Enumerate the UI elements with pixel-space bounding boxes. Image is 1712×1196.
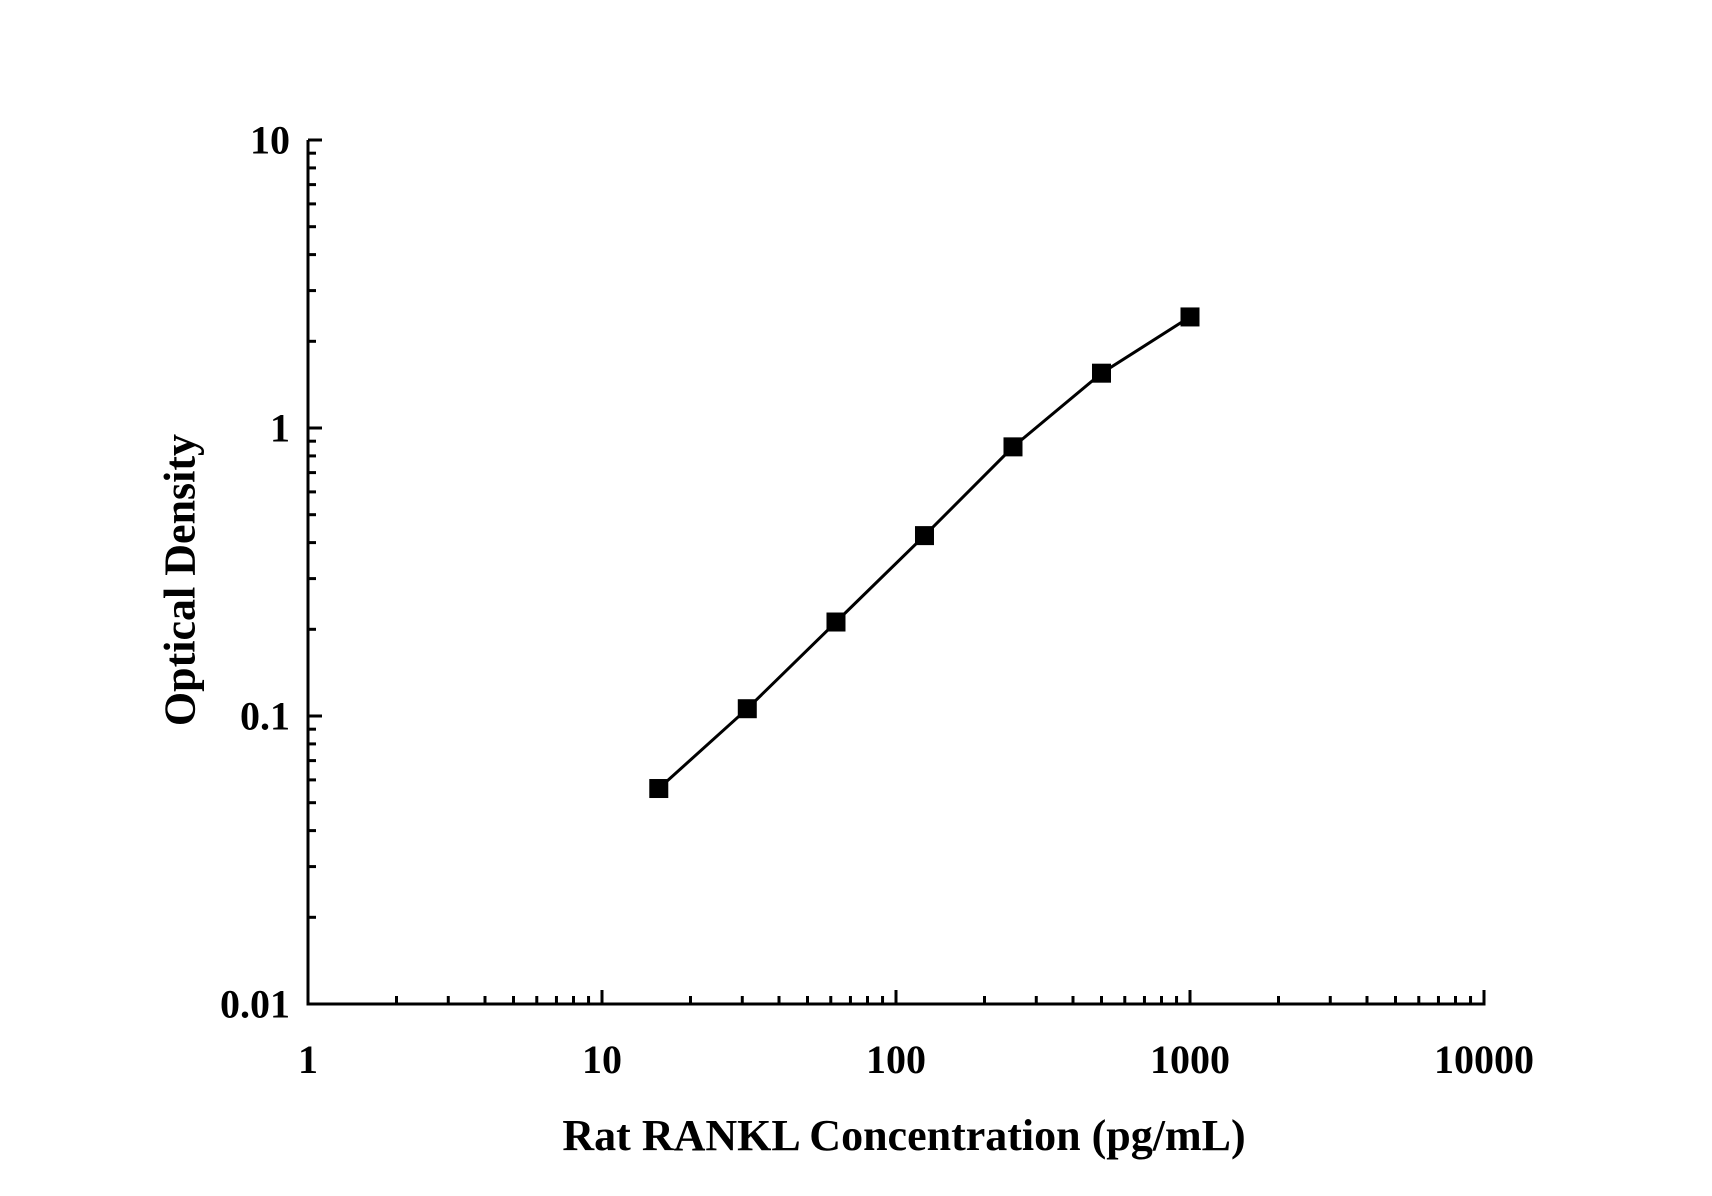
x-tick-label: 100 (866, 1037, 926, 1082)
y-tick-label: 10 (250, 118, 290, 163)
x-axis-title: Rat RANKL Concentration (pg/mL) (562, 1111, 1245, 1160)
data-point (1180, 307, 1200, 327)
x-tick-label: 10000 (1434, 1037, 1534, 1082)
y-tick-label: 0.1 (240, 694, 290, 739)
y-axis-ticks (308, 138, 322, 1006)
data-point (649, 779, 669, 799)
x-tick-label: 1000 (1150, 1037, 1230, 1082)
axes: 1 10 100 1000 10000 0.01 0.1 1 10 (220, 118, 1534, 1083)
x-tick-label: 1 (298, 1037, 318, 1082)
y-tick-label: 0.01 (220, 982, 290, 1027)
y-axis-title: Optical Density (156, 434, 205, 726)
series-layer (649, 307, 1200, 799)
data-point (1091, 363, 1111, 383)
y-axis-tick-labels: 0.01 0.1 1 10 (220, 118, 290, 1027)
x-axis-ticks (306, 990, 1486, 1004)
data-point (826, 612, 846, 632)
data-point (737, 699, 757, 719)
data-point (914, 526, 934, 546)
x-tick-label: 10 (582, 1037, 622, 1082)
data-point (1003, 437, 1023, 457)
y-tick-label: 1 (270, 406, 290, 451)
x-axis-tick-labels: 1 10 100 1000 10000 (298, 1037, 1534, 1082)
